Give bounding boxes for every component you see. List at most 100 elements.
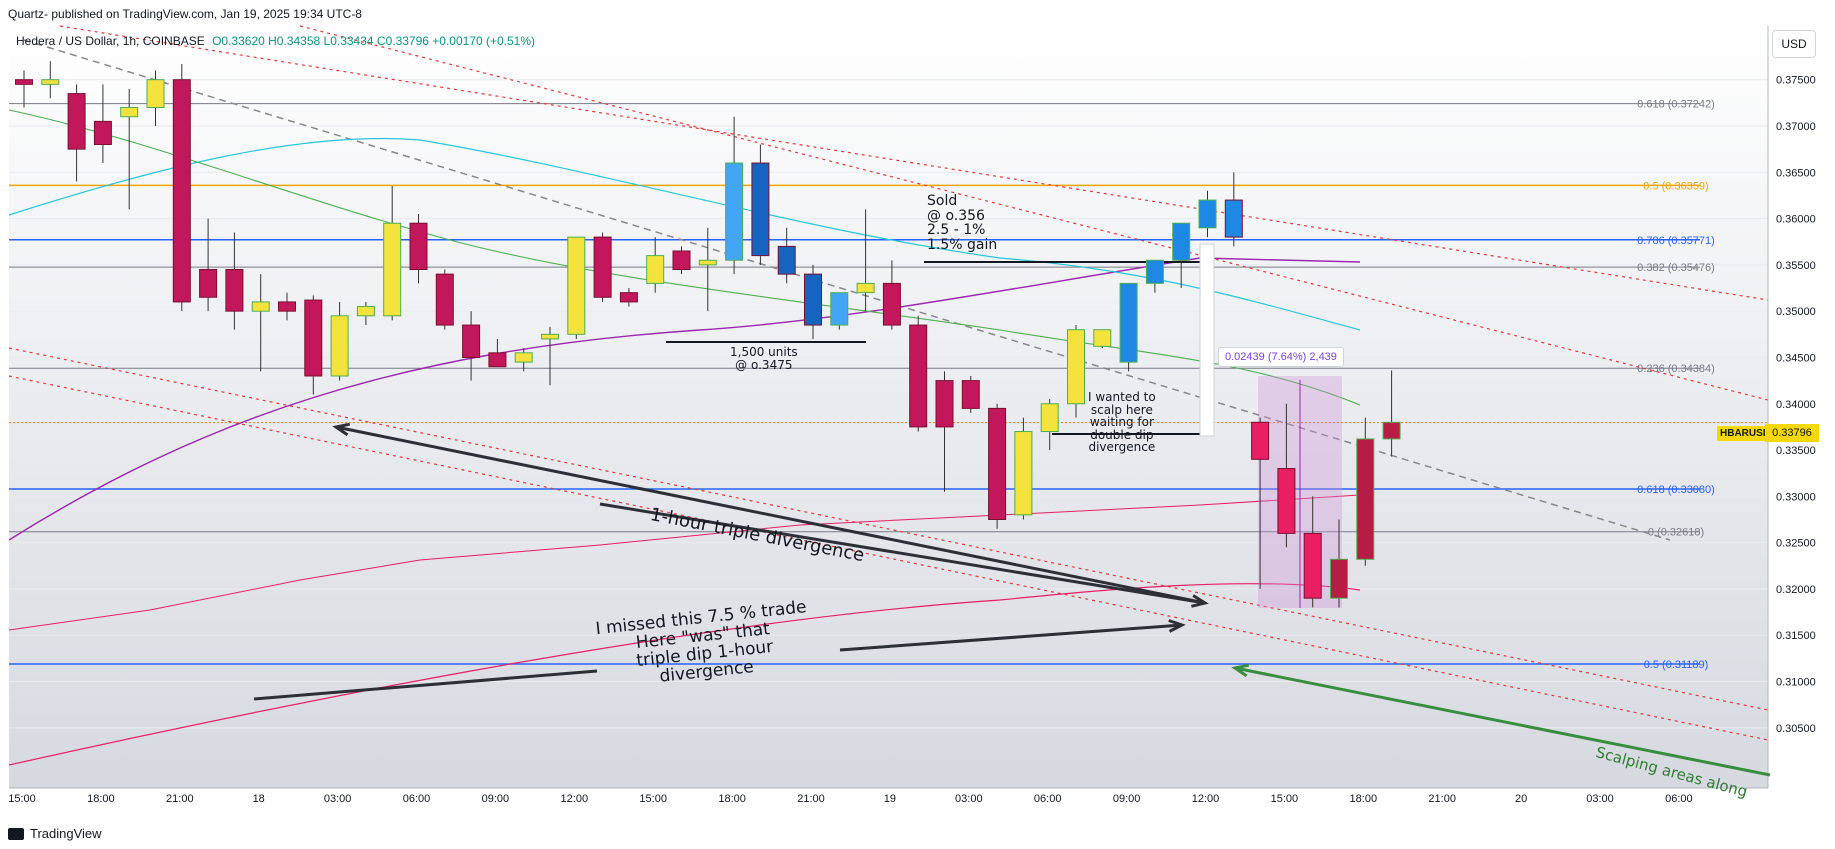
symbol-price-tag: HBARUSD [1717,426,1773,441]
time-tick-label: 18:00 [1350,793,1378,805]
price-tick-label: 0.32000 [1776,584,1816,596]
candle-body [1251,421,1270,460]
currency-button[interactable]: USD [1772,30,1816,58]
time-tick-label: 06:00 [1665,793,1693,805]
candle-body [1277,468,1296,534]
candle-body [15,79,33,85]
time-tick-label: 19 [884,793,896,805]
missed-arrow-right-head [1168,619,1186,633]
candle-body [462,324,481,358]
price-tick-label: 0.34000 [1776,399,1816,411]
brand-label: TradingView [30,826,102,841]
candles [15,61,1401,608]
price-tick-label: 0.34500 [1776,352,1816,364]
candle-body [1356,438,1375,560]
price-tick-label: 0.36500 [1776,167,1816,179]
channel-line [8,375,1769,741]
candle-body [199,269,218,298]
ohlc-values: O0.33620 H0.34358 L0.33434 C0.33796 +0.0… [212,34,536,48]
candle-body [146,79,165,108]
candle-body [1119,282,1138,363]
time-tick-label: 06:00 [403,793,431,805]
ma-pink [8,583,1361,766]
candle-body [356,306,375,317]
time-tick-label: 06:00 [1034,793,1062,805]
candle-body [619,292,638,303]
fib-level-label: 0.236 (0.34384) [1637,363,1715,375]
time-tick-label: 18:00 [718,793,746,805]
fib-levels: 0.618 (0.37242) 0.5 (0.36359) 0.786 (0.357… [9,99,1768,671]
annotation-arrows [253,422,1771,777]
candle-body [988,407,1007,520]
fib-level-label: 0.382 (0.35476) [1637,262,1715,274]
last-price-tag: 0.33796 [1765,424,1819,442]
candle-body [488,352,507,368]
time-tick-label: 15:00 [1271,793,1299,805]
price-tick-label: 0.36000 [1776,214,1816,226]
time-tick-label: 03:00 [1586,793,1614,805]
fib-level-label: 0.618 (0.33080) [1637,484,1715,496]
candle-body [1198,199,1217,229]
candle-body [1172,222,1191,261]
candle-body [698,259,717,266]
candle-body [120,106,139,118]
time-tick-label: 03:00 [324,793,352,805]
fib-level-label: 0.618 (0.37242) [1637,99,1715,111]
measure-label: 0.02439 (7.64%) 2,439 [1218,347,1344,367]
trend-line [23,39,1671,541]
fib-level-label: 0.5 (0.31189) [1644,659,1709,671]
time-tick-label: 18:00 [87,793,115,805]
gap-marker [1199,243,1215,437]
symbol-name: Hedera / US Dollar, 1h, COINBASE [16,34,205,48]
candle-body [751,162,770,257]
candle-body [1330,558,1348,599]
candle-body [383,222,402,317]
candle-body [225,269,244,312]
time-tick-label: 03:00 [955,793,983,805]
scalp-note: I wanted to scalp here waiting for doubl… [1088,390,1156,455]
candle-body [93,120,112,146]
time-tick-label: 15:00 [8,793,36,805]
price-tick-label: 0.33500 [1776,445,1816,457]
candle-body [672,250,691,271]
candle-body [409,222,428,271]
candle-body [278,301,296,312]
ma-purple [8,257,1361,541]
price-tick-label: 0.35000 [1776,306,1816,318]
chart-canvas[interactable]: 0.618 (0.37242) 0.5 (0.36359) 0.786 (0.357… [0,0,1835,820]
candle-body [1067,329,1085,405]
tradingview-logo-icon [8,827,24,840]
candle-body [961,380,980,409]
time-tick-label: 09:00 [1113,793,1141,805]
published-info: Quartz- published on TradingView.com, Ja… [8,7,362,21]
ma-cyan [8,137,1361,331]
time-tick-label: 21:00 [797,793,825,805]
candle-body [1224,199,1243,238]
ma-green [8,109,1361,406]
candle-body [514,352,533,363]
missed-arrow-right [839,623,1183,652]
time-tick-label: 15:00 [639,793,667,805]
scalping-arrow [1234,666,1771,777]
time-tick-label: 12:00 [561,793,589,805]
candle-body [830,292,849,326]
divergence-arrow-right-head [1191,594,1209,608]
candle-body [909,324,928,428]
time-tick-label: 18 [253,793,265,805]
time-tick-label: 09:00 [482,793,510,805]
price-tick-label: 0.30500 [1776,723,1816,735]
candle-body [777,245,796,275]
candle-body [435,273,454,326]
fib-level-label: 0.5 (0.36359) [1643,180,1708,192]
candle-body [1303,532,1322,599]
symbol-legend: Hedera / US Dollar, 1h, COINBASE O0.3362… [16,34,535,48]
fib-level-label: 0 (0.32618) [1648,527,1704,539]
top-bar: Quartz- published on TradingView.com, Ja… [0,0,1835,26]
time-tick-label: 20 [1515,793,1527,805]
tradingview-logo[interactable]: TradingView [8,826,102,841]
price-tick-label: 0.37000 [1776,121,1816,133]
divergence-arrow-left-head [332,422,351,437]
time-tick-label: 21:00 [166,793,194,805]
divergence-arrow-right [599,502,1206,605]
candle-body [67,93,86,150]
